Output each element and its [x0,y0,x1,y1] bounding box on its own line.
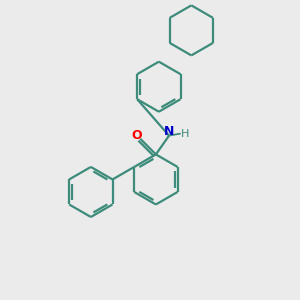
Text: N: N [164,125,174,138]
Text: H: H [181,129,190,139]
Text: O: O [131,129,142,142]
